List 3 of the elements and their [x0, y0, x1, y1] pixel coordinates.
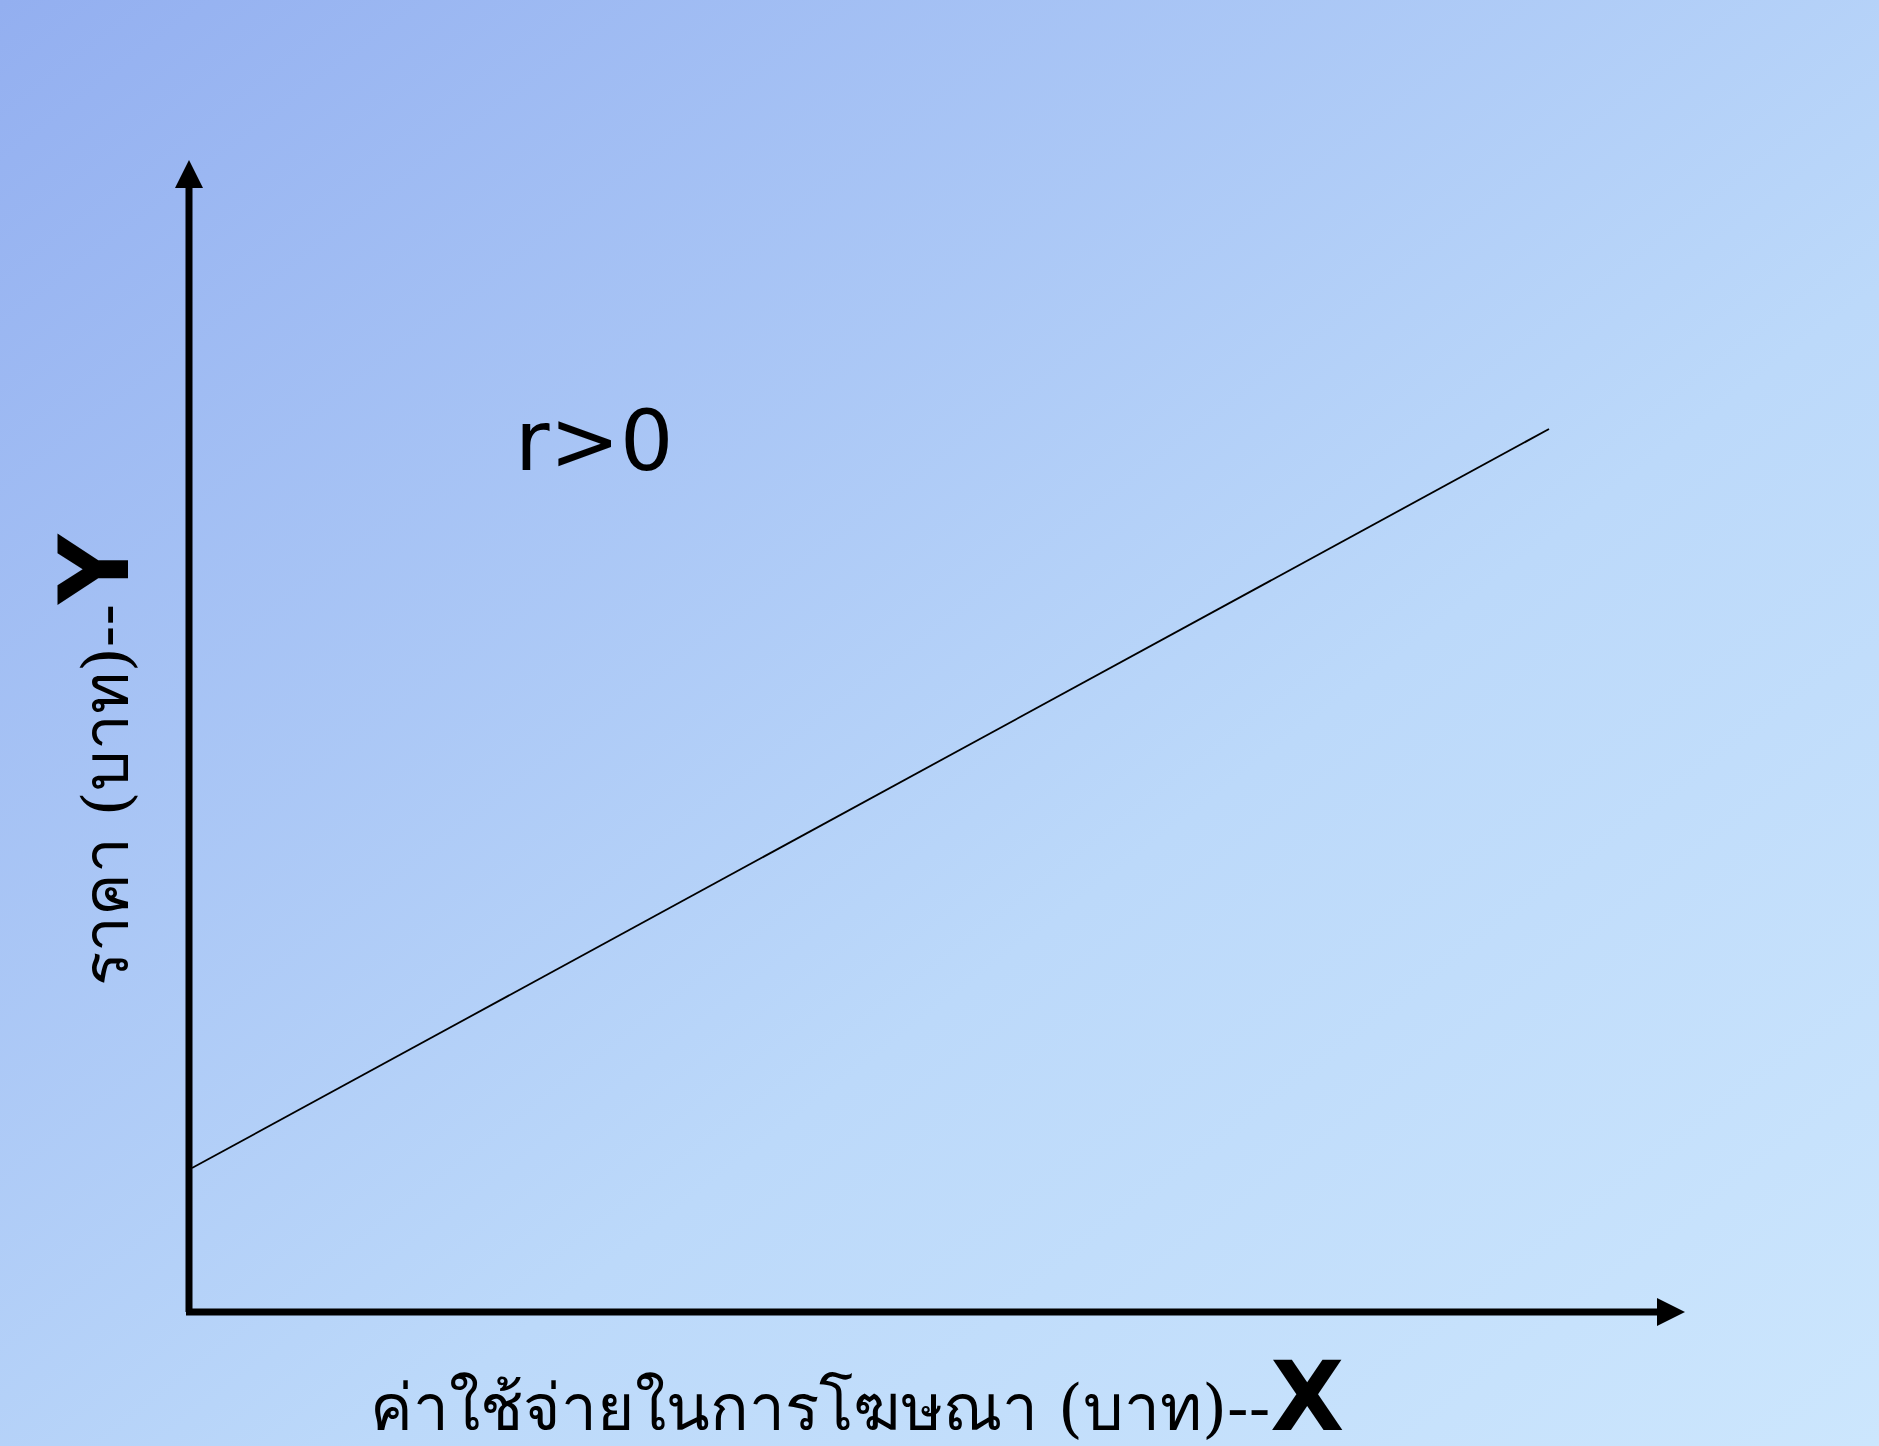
y-axis-title: ราคา (บาท)--Y — [39, 532, 151, 986]
x-axis-title: ค่าใช้จ่ายในการโฆษณา (บาท)--X — [369, 1341, 1345, 1446]
annotation: r>0 — [515, 392, 674, 490]
